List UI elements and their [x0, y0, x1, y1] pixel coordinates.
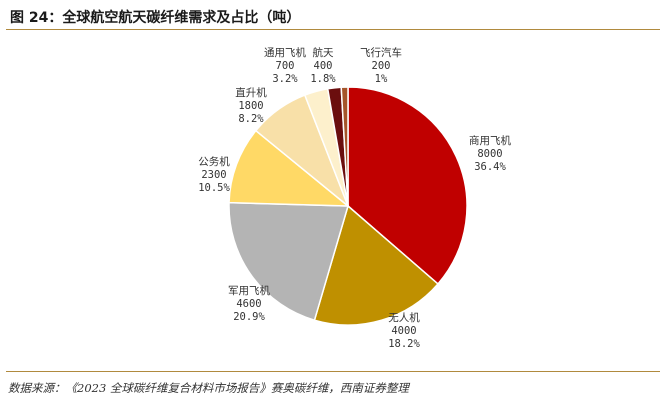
pie-slice-2 [313, 204, 439, 326]
slice-label-6: 通用飞机 700 3.2% [264, 46, 306, 85]
title-bar: 图 24：全球航空航天碳纤维需求及占比（吨） [6, 3, 660, 30]
pie-slice-3 [228, 201, 349, 322]
slice-label-8: 飞行汽车 200 1% [360, 46, 402, 85]
slice-label-4: 公务机 2300 10.5% [198, 155, 230, 194]
pie-slice-1 [347, 86, 468, 285]
slice-label-7: 航天 400 1.8% [310, 46, 336, 85]
slice-label-2: 无人机 4000 18.2% [388, 311, 420, 350]
slice-label-1: 商用飞机 8000 36.4% [469, 134, 511, 173]
source-divider [6, 371, 660, 372]
pie-slice-8 [340, 86, 349, 207]
source-note: 数据来源：《2023 全球碳纤维复合材料市场报告》赛奥碳纤维，西南证券整理 [8, 381, 409, 395]
slice-label-5: 直升机 1800 8.2% [235, 86, 267, 125]
pie-chart: 商用飞机 8000 36.4% 无人机 4000 18.2% 军用飞机 4600 20.9% 公务… [0, 30, 668, 370]
pie-slice-4 [228, 129, 351, 207]
slice-label-3: 军用飞机 4600 20.9% [228, 284, 270, 323]
page-title: 图 24：全球航空航天碳纤维需求及占比（吨） [10, 10, 301, 26]
pie-chart-svg: 商用飞机 8000 36.4% 无人机 4000 18.2% 军用飞机 4600 20.9% 公务… [198, 46, 511, 350]
